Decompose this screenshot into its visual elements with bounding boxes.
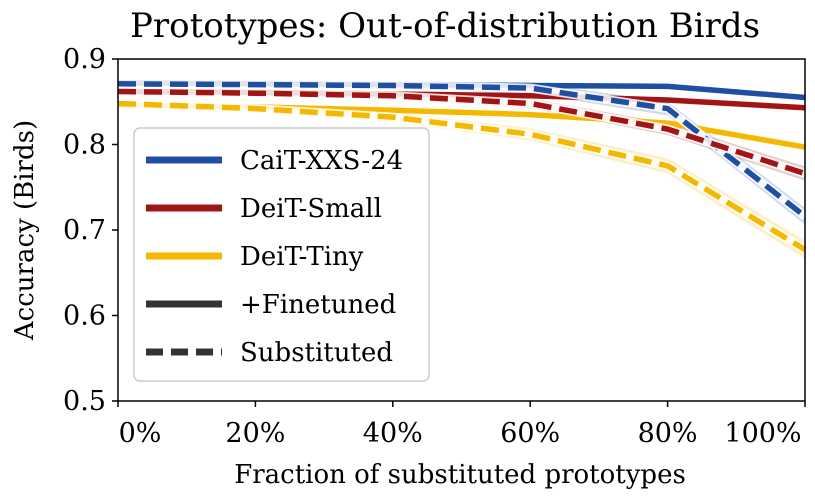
x-tick-label: 100% — [724, 418, 801, 449]
x-tick-label: 0% — [119, 418, 162, 449]
series-lines — [117, 79, 808, 254]
plot-frame — [117, 58, 806, 402]
x-tick-label: 60% — [500, 418, 560, 449]
x-tick-label: 40% — [363, 418, 423, 449]
legend-label: DeiT-Tiny — [240, 242, 364, 272]
x-tick-label: 20% — [225, 418, 285, 449]
x-tick-label: 80% — [638, 418, 698, 449]
y-tick-label: 0.5 — [63, 386, 106, 417]
legend-label: Substituted — [240, 338, 393, 368]
series-line-substituted — [117, 88, 806, 177]
chart-title: Prototypes: Out-of-distribution Birds — [130, 6, 760, 46]
x-axis-label: Fraction of substituted prototypes — [234, 460, 686, 490]
y-tick-label: 0.7 — [63, 215, 106, 246]
x-axis: 0% 20% 40% 60% 80% 100% — [117, 401, 806, 449]
y-tick-label: 0.6 — [63, 301, 106, 332]
legend-box — [133, 127, 430, 382]
legend-label: DeiT-Small — [240, 194, 382, 224]
legend: CaiT-XXS-24 DeiT-Small DeiT-Tiny +Finetuned… — [133, 127, 430, 382]
legend-label: CaiT-XXS-24 — [240, 146, 403, 176]
series-line-substituted — [117, 81, 807, 219]
legend-label: +Finetuned — [240, 290, 396, 320]
y-axis-label: Accuracy (Birds) — [10, 120, 40, 341]
y-axis: 0.5 0.6 0.7 0.8 0.9 — [63, 44, 118, 417]
series-line-substituted — [117, 100, 807, 253]
y-tick-label: 0.9 — [63, 44, 106, 75]
y-tick-label: 0.8 — [63, 130, 106, 161]
